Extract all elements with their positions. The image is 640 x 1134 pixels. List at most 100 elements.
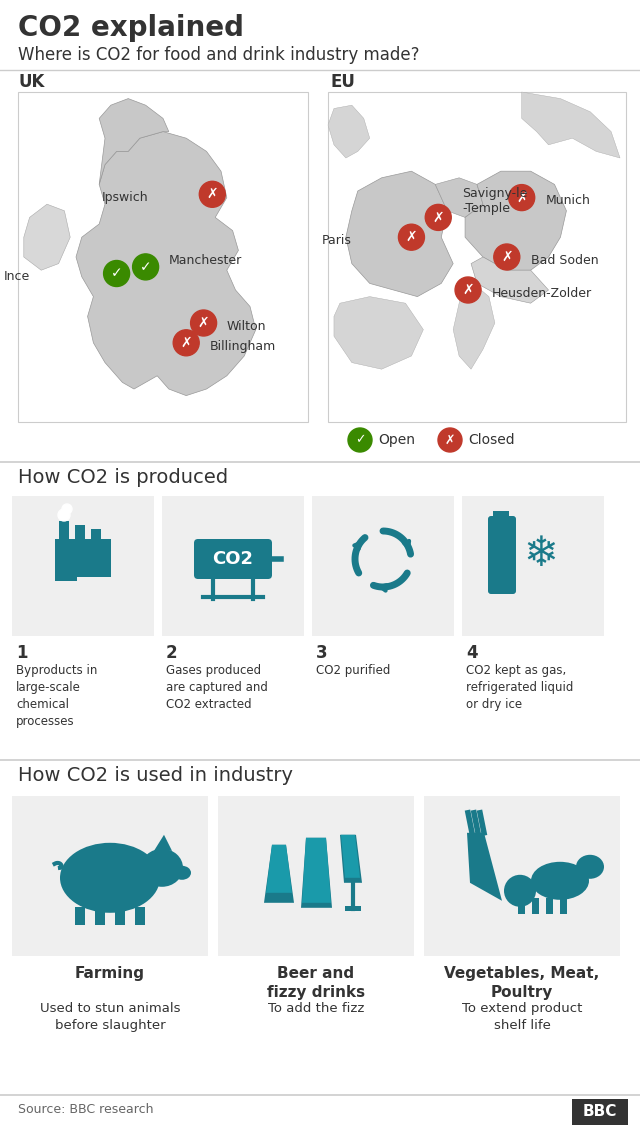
Text: To extend product
shelf life: To extend product shelf life (462, 1002, 582, 1032)
Circle shape (504, 874, 536, 907)
Text: Ince: Ince (3, 270, 29, 284)
Text: EU: EU (330, 73, 355, 91)
FancyBboxPatch shape (493, 511, 509, 521)
FancyBboxPatch shape (91, 528, 101, 543)
FancyBboxPatch shape (312, 496, 454, 636)
Polygon shape (302, 838, 331, 903)
FancyBboxPatch shape (162, 496, 304, 636)
FancyBboxPatch shape (59, 521, 69, 543)
Polygon shape (467, 832, 502, 900)
FancyBboxPatch shape (115, 907, 125, 925)
Text: Wilton: Wilton (227, 320, 266, 332)
Circle shape (62, 503, 72, 514)
Polygon shape (266, 845, 292, 892)
FancyBboxPatch shape (560, 898, 567, 914)
Text: Closed: Closed (468, 433, 515, 447)
Polygon shape (99, 99, 169, 185)
FancyBboxPatch shape (75, 907, 85, 925)
Polygon shape (341, 835, 360, 878)
FancyBboxPatch shape (218, 796, 414, 956)
Text: Byproducts in
large-scale
chemical
processes: Byproducts in large-scale chemical proce… (16, 665, 97, 728)
FancyBboxPatch shape (75, 525, 85, 543)
Circle shape (494, 244, 520, 270)
Circle shape (58, 509, 70, 521)
Text: ✓: ✓ (355, 433, 365, 447)
Text: ✗: ✗ (462, 284, 474, 297)
Text: ❄: ❄ (524, 533, 559, 575)
Text: CO2: CO2 (212, 550, 253, 568)
Text: Heusden-Zolder: Heusden-Zolder (492, 287, 592, 299)
Polygon shape (340, 835, 362, 882)
Circle shape (425, 204, 451, 230)
Text: Savigny-le
-Temple: Savigny-le -Temple (462, 187, 527, 215)
Text: Open: Open (378, 433, 415, 447)
Polygon shape (76, 132, 256, 396)
Text: UK: UK (18, 73, 44, 91)
FancyBboxPatch shape (518, 898, 525, 914)
Polygon shape (471, 257, 548, 303)
Text: Used to stun animals
before slaughter: Used to stun animals before slaughter (40, 1002, 180, 1032)
Text: 2: 2 (166, 644, 178, 662)
Ellipse shape (576, 855, 604, 879)
Circle shape (438, 428, 462, 452)
Text: ✗: ✗ (207, 187, 218, 202)
FancyBboxPatch shape (572, 1099, 628, 1125)
Text: Ipswich: Ipswich (102, 192, 148, 204)
Text: CO2 purified: CO2 purified (316, 665, 390, 677)
Circle shape (399, 225, 424, 251)
Text: Where is CO2 for food and drink industry made?: Where is CO2 for food and drink industry… (18, 46, 419, 64)
FancyBboxPatch shape (55, 575, 77, 581)
Circle shape (104, 261, 130, 287)
Polygon shape (264, 845, 294, 903)
FancyBboxPatch shape (135, 907, 145, 925)
Text: Paris: Paris (322, 234, 352, 247)
Circle shape (132, 254, 159, 280)
Text: CO2 explained: CO2 explained (18, 14, 244, 42)
Polygon shape (465, 171, 566, 270)
Text: 1: 1 (16, 644, 28, 662)
Circle shape (348, 428, 372, 452)
Text: ✗: ✗ (180, 336, 192, 349)
Text: Beer and
fizzy drinks: Beer and fizzy drinks (267, 966, 365, 999)
Circle shape (199, 181, 225, 208)
Circle shape (455, 277, 481, 303)
Text: Vegetables, Meat,
Poultry: Vegetables, Meat, Poultry (444, 966, 600, 999)
Ellipse shape (531, 862, 589, 899)
FancyBboxPatch shape (424, 796, 620, 956)
Text: Source: BBC research: Source: BBC research (18, 1103, 154, 1116)
Polygon shape (301, 838, 332, 908)
Ellipse shape (60, 843, 160, 913)
FancyBboxPatch shape (95, 907, 105, 925)
Text: BBC: BBC (583, 1105, 617, 1119)
Polygon shape (435, 178, 483, 218)
Polygon shape (154, 835, 172, 850)
Text: CO2 kept as gas,
refrigerated liquid
or dry ice: CO2 kept as gas, refrigerated liquid or … (466, 665, 573, 711)
FancyBboxPatch shape (488, 516, 516, 594)
Text: How CO2 is used in industry: How CO2 is used in industry (18, 765, 293, 785)
Text: 3: 3 (316, 644, 328, 662)
FancyBboxPatch shape (55, 539, 111, 577)
Text: ✗: ✗ (445, 433, 455, 447)
Text: Farming: Farming (75, 966, 145, 981)
Ellipse shape (141, 849, 183, 887)
Text: Gases produced
are captured and
CO2 extracted: Gases produced are captured and CO2 extr… (166, 665, 268, 711)
FancyBboxPatch shape (12, 796, 208, 956)
Text: ✗: ✗ (406, 230, 417, 244)
Text: ✗: ✗ (501, 249, 513, 264)
Text: Bad Soden: Bad Soden (531, 254, 598, 266)
Polygon shape (453, 277, 495, 370)
Text: To add the fizz: To add the fizz (268, 1002, 364, 1015)
FancyBboxPatch shape (345, 906, 361, 911)
Text: Munich: Munich (545, 194, 591, 208)
FancyBboxPatch shape (18, 92, 308, 422)
FancyBboxPatch shape (194, 539, 272, 579)
Polygon shape (334, 297, 424, 370)
FancyBboxPatch shape (532, 898, 539, 914)
Circle shape (509, 185, 534, 211)
Polygon shape (346, 171, 453, 297)
FancyBboxPatch shape (328, 92, 626, 422)
Text: Billingham: Billingham (209, 339, 276, 353)
Text: ✓: ✓ (140, 260, 152, 274)
Text: 4: 4 (466, 644, 477, 662)
Polygon shape (522, 92, 620, 158)
